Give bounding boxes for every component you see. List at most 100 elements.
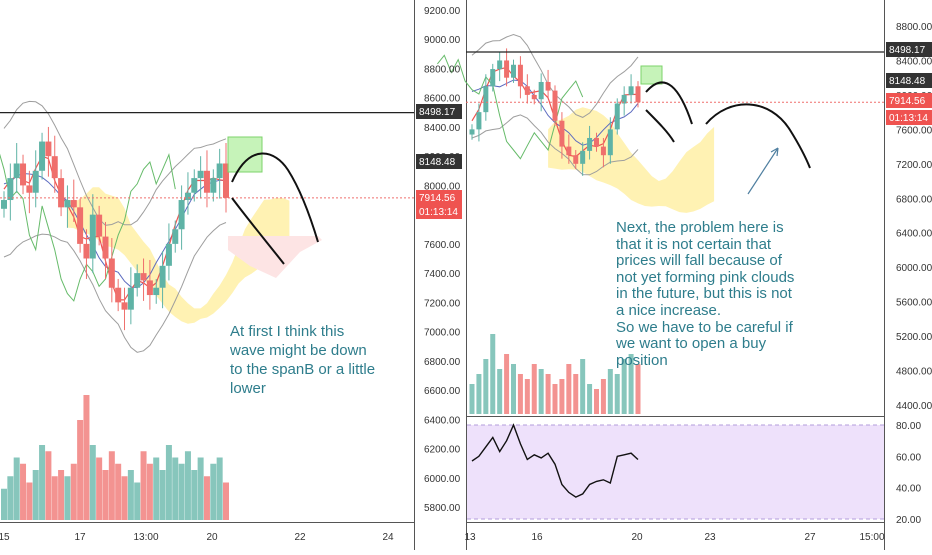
right-time-tick-label: 27 xyxy=(804,532,816,543)
volume-bar xyxy=(146,463,153,520)
left-time-tick-label: 22 xyxy=(294,532,306,543)
left-price-tick-label: 8600.00 xyxy=(424,94,461,105)
candle-body xyxy=(580,150,586,164)
right-price-label-bg xyxy=(886,73,932,88)
left-price-tick-label: 6200.00 xyxy=(424,445,461,456)
candle-body xyxy=(102,236,109,259)
candle-body xyxy=(115,287,122,303)
rsi-tick-label: 20.00 xyxy=(896,515,921,526)
right-time-tick-label: 23 xyxy=(704,532,716,543)
volume-bar xyxy=(39,445,46,520)
volume-bar xyxy=(178,463,185,520)
candle-body xyxy=(26,185,33,193)
rsi-band xyxy=(467,425,884,519)
volume-bar xyxy=(20,463,27,520)
right-drop-line xyxy=(645,109,675,143)
candle-body xyxy=(223,163,229,198)
left-price-tick-label: 7600.00 xyxy=(424,240,461,251)
volume-bar xyxy=(108,451,115,520)
volume-bar xyxy=(628,354,634,414)
left-price-tick-label: 9200.00 xyxy=(424,6,461,17)
right-projection-curve-2 xyxy=(705,103,811,169)
right-price-tick-label: 5200.00 xyxy=(896,332,932,343)
left-price-tick-label: 7400.00 xyxy=(424,269,461,280)
volume-bar xyxy=(70,463,77,520)
candle-body xyxy=(64,200,71,208)
left-price-tick-label: 8400.00 xyxy=(424,123,461,134)
candle-body xyxy=(70,200,77,208)
volume-bar xyxy=(607,369,613,414)
candle-body xyxy=(51,156,58,179)
right-price-tick-label: 4400.00 xyxy=(896,401,932,412)
left-price-tick-label: 5800.00 xyxy=(424,503,461,514)
left-price-label-bg xyxy=(416,204,462,219)
left-chart-panel[interactable] xyxy=(0,100,414,520)
candle-body xyxy=(140,273,147,281)
candle-body xyxy=(83,243,90,259)
volume-bar xyxy=(165,445,172,520)
volume-bar xyxy=(191,470,198,520)
volume-bar xyxy=(580,359,586,414)
candle-body xyxy=(594,137,599,147)
candle-body xyxy=(39,141,46,171)
left-price-tick-label: 6600.00 xyxy=(424,386,461,397)
volume-bar xyxy=(594,389,599,414)
left-drop-line xyxy=(231,197,285,265)
candle-body xyxy=(469,129,475,135)
volume-bar xyxy=(1,488,7,520)
rsi-tick-label: 60.00 xyxy=(896,452,921,463)
left-time-tick-label: 15 xyxy=(0,532,10,543)
right-highlight-box xyxy=(640,65,663,85)
candle-body xyxy=(127,287,134,310)
volume-bar xyxy=(600,379,606,414)
left-price-label-bg xyxy=(416,190,462,205)
volume-bar xyxy=(26,482,33,520)
axes-layer: 9200.009000.008800.008600.008400.008200.… xyxy=(0,6,932,543)
volume-bar xyxy=(102,470,109,520)
right-price-tick-label: 4800.00 xyxy=(896,367,932,378)
left-price-label: 8148.48 xyxy=(419,157,456,168)
right-price-label: 7914.56 xyxy=(889,96,926,107)
volume-bar xyxy=(469,384,475,414)
rsi-tick-label: 40.00 xyxy=(896,484,921,495)
right-arrow-shaft xyxy=(747,147,779,195)
right-price-label-bg xyxy=(886,110,932,125)
right-chart-panel[interactable] xyxy=(437,33,884,498)
right-time-tick-label: 20 xyxy=(631,532,643,543)
candle-body xyxy=(635,86,641,103)
volume-bar xyxy=(153,457,160,520)
volume-bar xyxy=(497,369,503,414)
volume-bar xyxy=(121,476,128,520)
chikou-line xyxy=(437,54,584,160)
candle-body xyxy=(216,163,223,179)
candle-body xyxy=(621,94,627,104)
candle-body xyxy=(197,170,204,179)
drawings-layer xyxy=(227,65,811,265)
volume-bar xyxy=(58,470,65,520)
candle-body xyxy=(587,137,593,151)
candle-body xyxy=(191,178,198,193)
left-price-label-bg xyxy=(416,104,462,119)
volume-bar xyxy=(511,364,516,414)
candle-body xyxy=(203,170,210,193)
candle-body xyxy=(566,146,572,156)
volume-bar xyxy=(531,364,537,414)
volume-bar xyxy=(32,470,39,520)
ichimoku-cloud-bearish xyxy=(228,236,322,278)
candle-body xyxy=(497,60,503,70)
left-price-tick-label: 9000.00 xyxy=(424,35,461,46)
candle-body xyxy=(531,94,537,100)
candle-body xyxy=(607,129,613,156)
volume-bar xyxy=(545,374,551,414)
candle-body xyxy=(184,192,191,201)
candle-body xyxy=(524,86,530,95)
left-annotation-text: At first I think this wave might be down… xyxy=(230,323,376,397)
volume-bar xyxy=(197,457,204,520)
left-price-tick-label: 8800.00 xyxy=(424,64,461,75)
left-price-label: 8498.17 xyxy=(419,107,456,118)
volume-bar xyxy=(223,482,229,520)
candle-body xyxy=(32,170,39,193)
left-price-label: 7914.56 xyxy=(419,193,456,204)
